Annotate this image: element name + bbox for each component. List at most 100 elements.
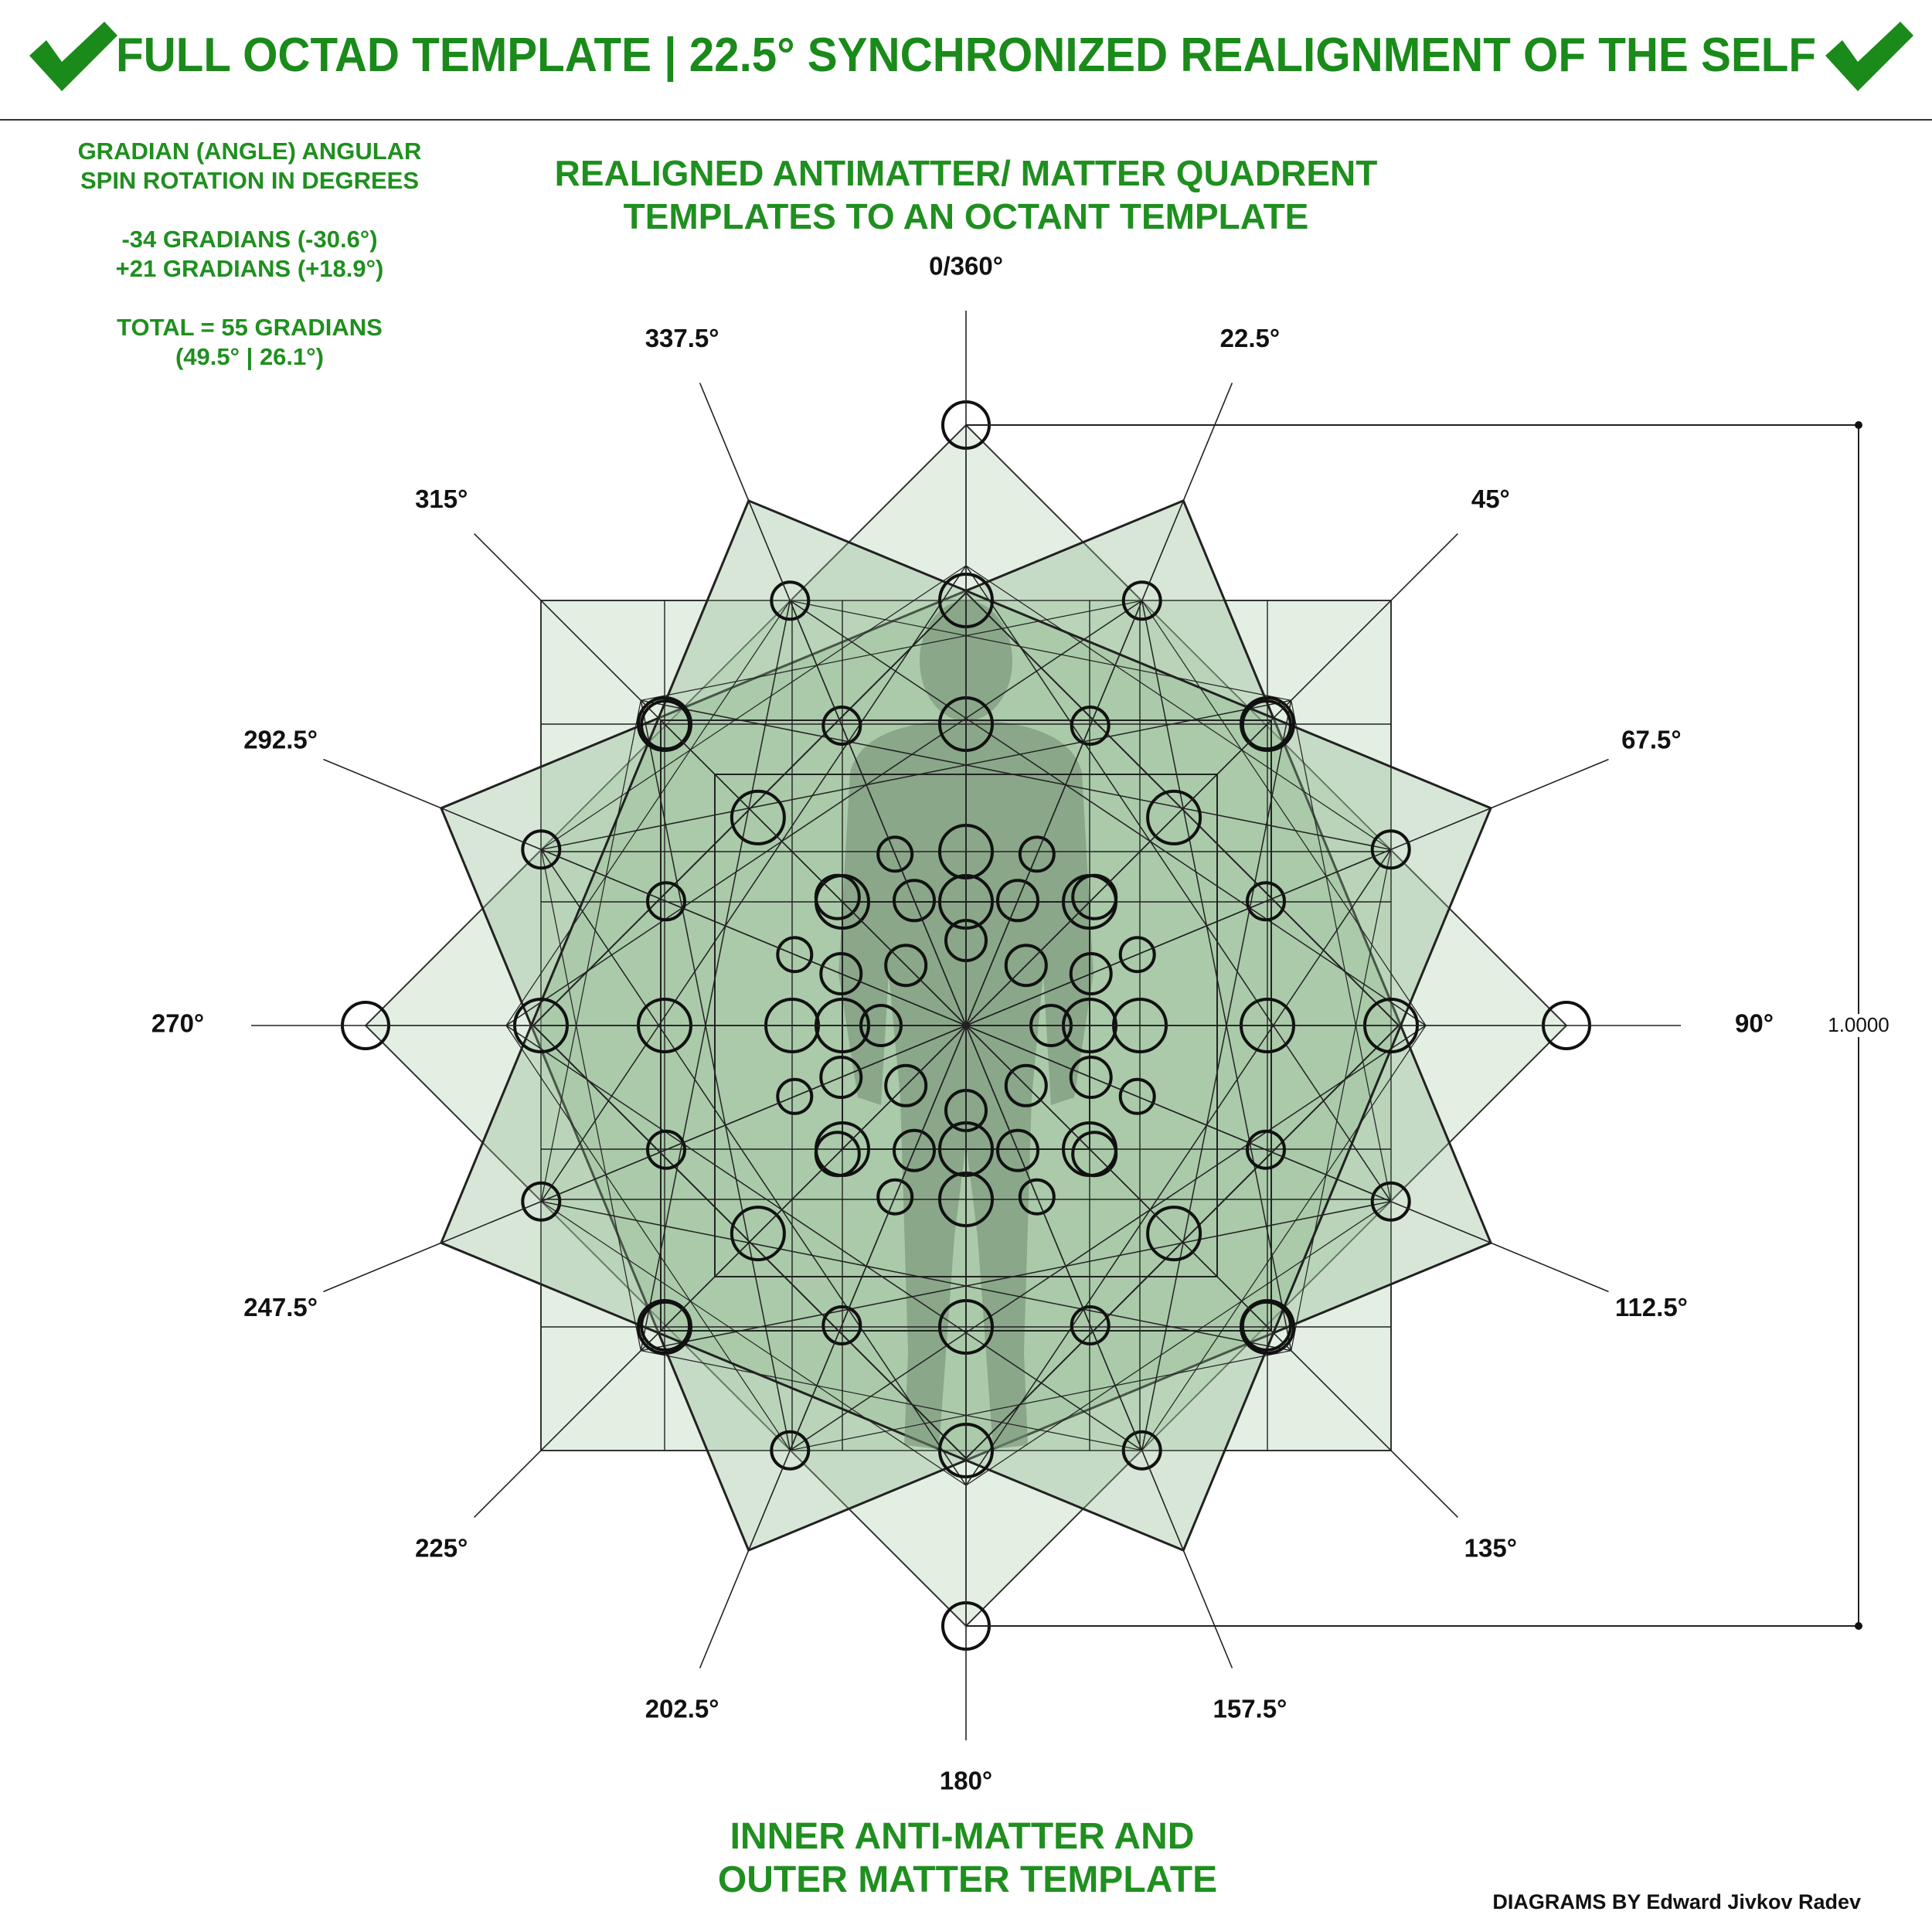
lattice-node [814,873,861,920]
lattice-node [876,1178,914,1216]
lattice-node [521,829,562,870]
dimension-marker: 1.0000 [966,421,1895,1630]
bottom-caption: INNER ANTI-MATTER AND OUTER MATTER TEMPL… [718,1816,1217,1900]
angle-labels: 0/360° 22.5° 45° 67.5° 90° 112.5° 135° 157.5° 18… [151,252,1774,1795]
info-line-1: GRADIAN (ANGLE) ANGULAR [78,138,422,165]
angle-label: 270° [151,1009,204,1038]
lattice-node [876,835,914,873]
lattice-node [776,1077,814,1115]
credit: DIAGRAMS BY Edward Jivkov Radev [1492,1890,1861,1913]
angle-ray [965,758,1609,1026]
lattice-chord [965,565,1392,850]
lattice-chord [641,1200,1391,1352]
angle-label: 225° [415,1534,468,1563]
lattice-node [770,1430,811,1471]
lattice-chord [1141,600,1427,1026]
lattice-node [1240,696,1295,752]
lattice-node [1004,944,1048,988]
lattice-node [1118,1077,1156,1115]
lattice-chord [641,1350,1142,1451]
lattice-chord [965,1201,1392,1486]
lattice-chord [641,600,1142,701]
dimension-endpoint [1855,421,1862,429]
page-title: FULL OCTAD TEMPLATE | 22.5° SYNCHRONIZED… [116,29,1816,83]
lattice-node [884,944,928,988]
angle-ray [323,758,967,1026]
lattice-node [1146,1206,1202,1262]
angle-ray [699,1025,967,1668]
angle-ray [323,1025,967,1293]
lattice-node [637,1299,692,1355]
lattice-chord [540,565,967,850]
lattice-node [1246,1129,1286,1170]
lattice-node [821,1305,862,1345]
angle-label: 22.5° [1220,324,1280,352]
lattice-node [1121,1430,1162,1471]
lattice-node [1070,706,1111,746]
angle-ray [474,533,967,1026]
angle-ray [474,1025,967,1518]
angle-ray [965,1025,1609,1293]
angle-label: 135° [1464,1534,1517,1563]
info-line-5: TOTAL = 55 GRADIANS [117,314,383,341]
lattice-node [1070,1305,1111,1345]
angle-label: 0/360° [929,252,1003,281]
angle-ray [965,383,1233,1026]
lattice-node [1240,1299,1295,1355]
lattice-node [821,706,862,746]
angle-label: 247.5° [243,1293,318,1321]
lattice-node [996,879,1039,923]
lattice-node [637,696,692,752]
lattice-node [1118,936,1156,974]
lattice-node [819,1056,863,1099]
lattice-node [1069,952,1113,995]
lattice-chord [541,699,1291,851]
lattice-node [1069,1056,1113,1099]
lattice-node [893,1128,936,1172]
checkmark-icon [29,22,117,91]
bottom-caption-line-2: OUTER MATTER TEMPLATE [718,1859,1217,1900]
lattice-node [996,1128,1039,1172]
header: FULL OCTAD TEMPLATE | 22.5° SYNCHRONIZED… [0,22,1932,121]
dimension-label-bg [1824,1014,1895,1037]
lattice-node [730,789,786,845]
checkmark-icon [1825,22,1913,91]
lattice-node [646,881,686,922]
info-line-3: -34 GRADIANS (-30.6°) [121,226,377,253]
lattice-node [1018,835,1056,873]
angle-ray [965,1025,1233,1668]
angle-ray [699,383,967,1026]
lattice-node [730,1206,786,1262]
lattice-node [1004,1063,1048,1107]
angle-label: 315° [415,485,468,513]
lattice-node [884,1063,928,1107]
lattice-node [1018,1178,1056,1216]
angle-label: 292.5° [243,725,318,753]
info-line-2: SPIN ROTATION IN DEGREES [80,167,419,194]
lattice-chord [505,1025,791,1451]
lattice-node [770,580,811,621]
dimension-label: 1.0000 [1828,1013,1889,1036]
lattice-node [1071,873,1118,920]
bottom-caption-line-1: INNER ANTI-MATTER AND [730,1816,1195,1857]
lattice-chord [1291,700,1392,1202]
lattice-chord [505,600,791,1026]
angle-label: 90° [1735,1009,1774,1038]
info-line-6: (49.5° | 26.1°) [175,343,324,370]
lattice-chord [540,700,641,1202]
lattice-chord [540,1201,967,1486]
lattice-chord [789,600,1427,1026]
lattice-chord [790,600,1291,701]
lattice-node [814,1131,861,1178]
angle-ray [965,1025,1458,1518]
lattice-node [819,952,863,995]
angle-label: 67.5° [1621,725,1681,753]
lattice-chord [505,600,1143,1026]
dimension-endpoint [1855,1622,1862,1630]
angle-label: 180° [940,1767,992,1795]
top-caption: REALIGNED ANTIMATTER/ MATTER QUADRENT TE… [555,153,1378,236]
angle-label: 202.5° [645,1695,719,1723]
lattice-node [646,1129,686,1170]
lattice-node [1370,1181,1411,1222]
